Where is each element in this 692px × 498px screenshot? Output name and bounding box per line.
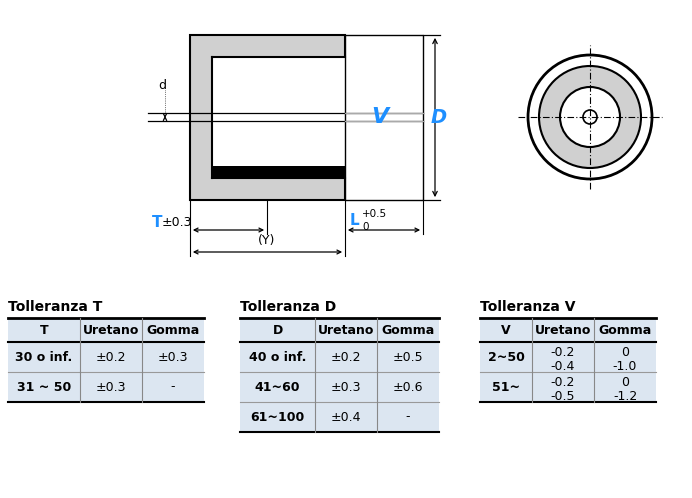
Bar [212, 166, 345, 178]
Text: 61~100: 61~100 [251, 410, 304, 423]
Text: ±0.3: ±0.3 [162, 216, 192, 229]
Circle shape [539, 66, 641, 168]
Bar [8, 372, 204, 402]
Text: 40 o inf.: 40 o inf. [249, 351, 306, 364]
Text: 51~: 51~ [492, 380, 520, 393]
Text: -0.4: -0.4 [551, 360, 575, 373]
Text: L: L [350, 213, 360, 228]
Text: 31 ~ 50: 31 ~ 50 [17, 380, 71, 393]
Bar [345, 35, 423, 200]
Text: -: - [171, 380, 175, 393]
Text: ±0.2: ±0.2 [95, 351, 126, 364]
Text: ±0.3: ±0.3 [158, 351, 188, 364]
Bar [240, 402, 439, 432]
Text: Gomma: Gomma [147, 324, 199, 337]
Bar [480, 372, 656, 402]
Text: V: V [372, 107, 389, 127]
Text: ±0.2: ±0.2 [331, 351, 361, 364]
Text: Tolleranza V: Tolleranza V [480, 300, 576, 314]
Text: Gomma: Gomma [599, 324, 652, 337]
Bar [240, 318, 439, 342]
Text: Gomma: Gomma [381, 324, 435, 337]
Text: -0.2: -0.2 [551, 375, 575, 388]
Text: 2~50: 2~50 [488, 351, 525, 364]
Text: Tolleranza D: Tolleranza D [240, 300, 336, 314]
Text: D: D [431, 108, 447, 126]
Text: 41~60: 41~60 [255, 380, 300, 393]
Text: T: T [152, 215, 163, 230]
Text: 0: 0 [362, 222, 369, 232]
Text: 0: 0 [621, 375, 629, 388]
Text: d: d [158, 79, 166, 92]
Text: Uretano: Uretano [535, 324, 591, 337]
Text: +0.5: +0.5 [362, 209, 387, 219]
Bar [190, 35, 345, 200]
Text: V: V [501, 324, 511, 337]
Bar [8, 342, 204, 372]
Text: T: T [39, 324, 48, 337]
Text: ±0.6: ±0.6 [393, 380, 424, 393]
Text: Uretano: Uretano [83, 324, 139, 337]
Text: 0: 0 [621, 346, 629, 359]
Circle shape [528, 55, 652, 179]
Bar [8, 318, 204, 342]
Circle shape [583, 110, 597, 124]
Text: -0.5: -0.5 [551, 389, 575, 402]
Text: ±0.5: ±0.5 [392, 351, 424, 364]
Bar [240, 372, 439, 402]
Text: -: - [406, 410, 410, 423]
Text: (Y): (Y) [258, 234, 275, 247]
Circle shape [560, 87, 620, 147]
Text: D: D [273, 324, 282, 337]
Text: Tolleranza T: Tolleranza T [8, 300, 102, 314]
Text: -1.0: -1.0 [613, 360, 637, 373]
Bar [240, 342, 439, 372]
Text: ±0.3: ±0.3 [331, 380, 361, 393]
Text: 30 o inf.: 30 o inf. [15, 351, 73, 364]
Text: -0.2: -0.2 [551, 346, 575, 359]
Text: ±0.4: ±0.4 [331, 410, 361, 423]
Bar [480, 318, 656, 342]
Bar [480, 342, 656, 372]
Text: -1.2: -1.2 [613, 389, 637, 402]
Text: Uretano: Uretano [318, 324, 374, 337]
Text: ±0.3: ±0.3 [95, 380, 126, 393]
Bar [212, 57, 345, 178]
